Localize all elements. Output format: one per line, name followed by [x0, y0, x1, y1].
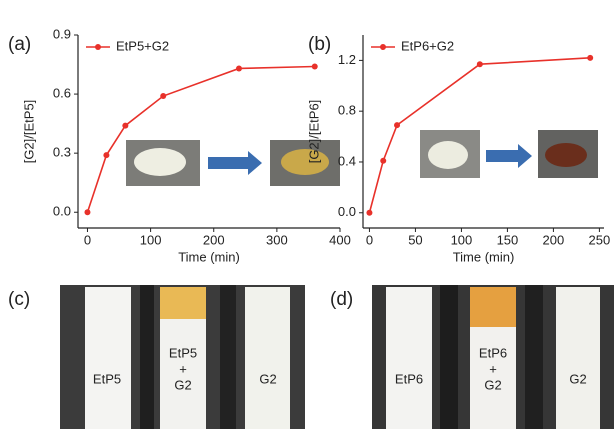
strip-label: G2: [569, 371, 586, 386]
y-tick-label: 0.0: [53, 204, 71, 219]
data-point: [312, 64, 318, 70]
legend-marker: [95, 44, 101, 50]
x-tick-label: 0: [366, 232, 373, 247]
data-point: [103, 152, 109, 158]
y-tick-label: 0.4: [338, 153, 356, 168]
x-tick-label: 250: [589, 232, 611, 247]
legend-label: EtP5+G2: [116, 38, 169, 53]
data-point: [380, 158, 386, 164]
legend-marker: [380, 44, 386, 50]
x-tick-label: 200: [543, 232, 565, 247]
y-tick-label: 0.0: [338, 204, 356, 219]
y-axis-label: [G2]/[EtP6]: [306, 100, 321, 164]
y-tick-label: 0.9: [53, 26, 71, 41]
x-axis-label: Time (min): [453, 249, 515, 264]
data-point: [84, 209, 90, 215]
strip-label: +: [179, 361, 187, 376]
x-tick-label: 400: [329, 232, 351, 247]
x-tick-label: 150: [497, 232, 519, 247]
x-tick-label: 200: [203, 232, 225, 247]
data-point: [477, 61, 483, 67]
legend-label: EtP6+G2: [401, 38, 454, 53]
data-point: [236, 65, 242, 71]
y-tick-label: 0.8: [338, 103, 356, 118]
x-tick-label: 300: [266, 232, 288, 247]
data-point: [160, 93, 166, 99]
figure: (a) 0.0 0.3 0.6 0.9 0 100 200 300 400 Time (min) [G…: [0, 0, 614, 429]
strip-label: EtP6: [479, 345, 507, 360]
y-tick-label: 0.3: [53, 145, 71, 160]
panel-label: (d): [330, 289, 353, 310]
strip-label: G2: [259, 371, 276, 386]
panel-label: (b): [308, 34, 331, 55]
strip-label: EtP5: [93, 371, 121, 386]
y-tick-label: 0.6: [53, 86, 71, 101]
x-tick-label: 100: [451, 232, 473, 247]
strip-label: EtP6: [395, 371, 423, 386]
y-axis-label: [G2]/[EtP5]: [21, 100, 36, 164]
strip-label: +: [489, 361, 497, 376]
strip-label: G2: [484, 377, 501, 392]
x-tick-label: 100: [140, 232, 162, 247]
panel-label: (a): [8, 34, 31, 55]
panel-label: (c): [8, 289, 30, 310]
data-point: [587, 55, 593, 61]
data-point: [394, 122, 400, 128]
inset-b: [420, 130, 598, 178]
data-point: [122, 123, 128, 129]
data-line: [87, 67, 314, 213]
x-axis-label: Time (min): [178, 249, 240, 264]
strip-label: EtP5: [169, 345, 197, 360]
x-tick-label: 0: [84, 232, 91, 247]
data-point: [366, 210, 372, 216]
y-tick-label: 1.2: [338, 52, 356, 67]
x-tick-label: 50: [408, 232, 422, 247]
strip-label: G2: [174, 377, 191, 392]
